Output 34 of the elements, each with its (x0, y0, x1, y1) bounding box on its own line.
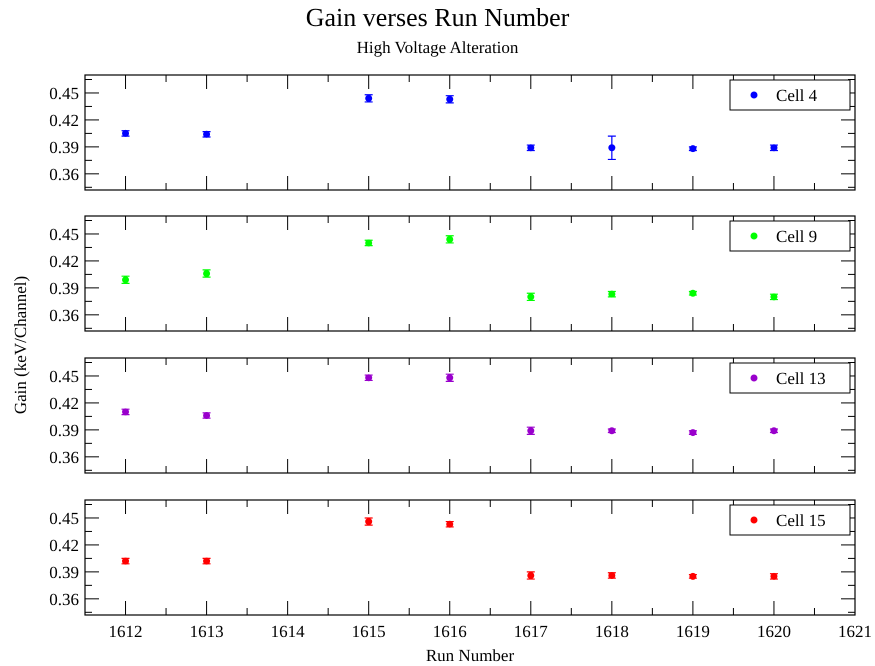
x-tick-label: 1616 (432, 622, 467, 641)
y-tick-label: 0.39 (49, 138, 79, 157)
y-tick-label: 0.42 (49, 110, 79, 130)
y-tick-label: 0.45 (49, 84, 79, 103)
y-tick-label: 0.36 (49, 590, 79, 609)
y-tick-label: 0.36 (49, 448, 79, 467)
x-axis-title: Run Number (426, 646, 514, 665)
y-tick-label: 0.45 (49, 508, 79, 528)
y-tick-label: 0.42 (49, 252, 79, 271)
y-tick-label: 0.42 (49, 536, 79, 555)
chart-subtitle: High Voltage Alteration (356, 38, 519, 57)
x-tick-label: 1612 (108, 622, 143, 641)
y-tick-label: 0.39 (49, 278, 79, 298)
y-tick-label: 0.36 (49, 306, 79, 325)
y-tick-label: 0.42 (49, 394, 79, 413)
x-tick-label: 1621 (838, 622, 872, 641)
legend-label: Cell 9 (776, 227, 818, 246)
x-tick-label: 1620 (756, 622, 791, 641)
y-tick-label: 0.39 (49, 562, 79, 582)
y-tick-label: 0.39 (49, 420, 79, 440)
chart-title: Gain verses Run Number (306, 3, 570, 32)
x-tick-label: 1617 (514, 622, 548, 641)
x-tick-label: 1613 (190, 622, 224, 641)
x-tick-label: 1618 (594, 622, 629, 641)
y-tick-label: 0.45 (49, 224, 79, 244)
x-tick-label: 1615 (352, 622, 386, 641)
y-tick-label: 0.45 (49, 366, 79, 386)
legend-label: Cell 15 (776, 511, 826, 530)
y-axis-title: Gain (keV/Channel) (11, 276, 30, 414)
x-tick-label: 1619 (676, 622, 710, 641)
y-tick-label: 0.36 (49, 164, 79, 184)
legend-label: Cell 4 (776, 86, 818, 105)
x-tick-label: 1614 (270, 622, 306, 641)
legend-label: Cell 13 (776, 369, 826, 388)
